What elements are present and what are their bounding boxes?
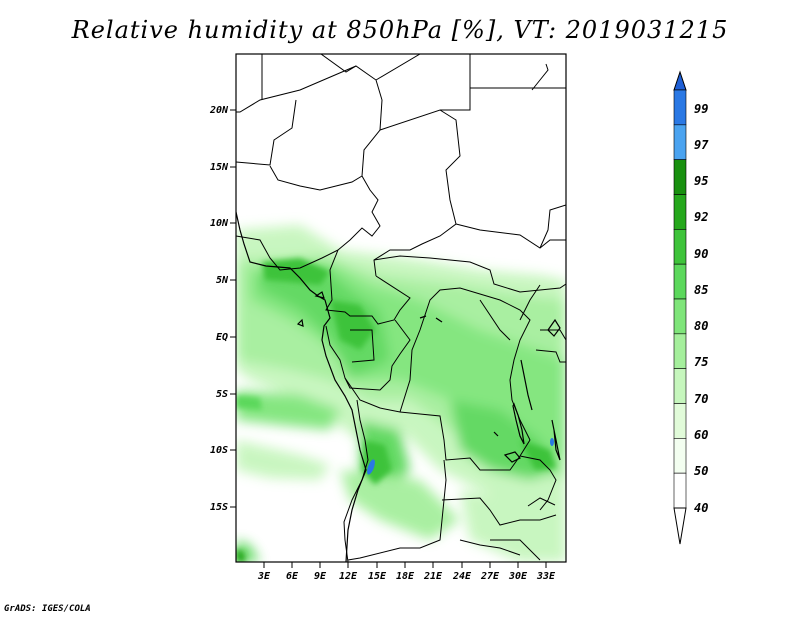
colorbar-top-arrow	[673, 70, 687, 91]
lon-ticks	[263, 562, 547, 568]
colorbar-labels: 99 97 95 92 90 85 80 75 70 60 50 40	[694, 102, 709, 515]
colorbar-bin	[673, 368, 687, 404]
lon-label: 15E	[368, 571, 387, 582]
colorbar-label: 90	[694, 247, 708, 261]
colorbar-bin	[673, 403, 687, 439]
colorbar: 99 97 95 92 90 85 80 75 70 60 50 40	[673, 70, 709, 545]
colorbar-label: 80	[694, 319, 708, 333]
lon-label: 12E	[339, 571, 358, 582]
lon-label: 21E	[423, 571, 443, 582]
footer-credit: GrADS: IGES/COLA	[4, 604, 91, 614]
lat-label: EQ	[216, 332, 228, 343]
colorbar-label: 60	[694, 428, 708, 442]
lon-label: 18E	[396, 571, 415, 582]
colorbar-bottom-arrow	[673, 507, 687, 545]
lat-label: 15S	[210, 502, 228, 513]
lon-label: 27E	[480, 571, 500, 582]
lat-label: 5S	[216, 389, 228, 400]
lon-label: 9E	[314, 571, 327, 582]
colorbar-bin	[673, 229, 687, 265]
map-frame	[235, 53, 567, 563]
colorbar-bin	[673, 472, 687, 509]
lon-label: 30E	[508, 571, 528, 582]
lat-label: 10N	[210, 218, 229, 229]
lat-ticks	[230, 109, 236, 508]
colorbar-bins	[673, 89, 687, 509]
colorbar-bin	[673, 298, 687, 335]
colorbar-label: 97	[694, 138, 709, 152]
lon-label: 33E	[536, 571, 556, 582]
colorbar-label: 75	[694, 355, 708, 369]
colorbar-label: 85	[694, 283, 708, 297]
map-title: Relative humidity at 850hPa [%], VT: 201…	[71, 16, 729, 44]
colorbar-bin	[673, 263, 687, 300]
colorbar-bin	[673, 124, 687, 160]
colorbar-bin	[673, 333, 687, 369]
colorbar-label: 70	[694, 392, 708, 406]
colorbar-label: 95	[694, 174, 708, 188]
lon-labels: 3E 6E 9E 12E 15E 18E 21E 24E 27E 30E 33E	[257, 571, 556, 582]
colorbar-bin	[673, 194, 687, 230]
coastlines	[236, 211, 561, 562]
colorbar-label: 50	[694, 464, 708, 478]
colorbar-bin	[673, 89, 687, 126]
lat-label: 20N	[209, 105, 229, 116]
lon-label: 6E	[286, 571, 299, 582]
colorbar-bin	[673, 159, 687, 195]
lat-labels: 20N 15N 10N 5N EQ 5S 10S 15S	[209, 105, 229, 513]
colorbar-bin	[673, 438, 687, 474]
lat-label: 10S	[210, 445, 228, 456]
colorbar-label: 99	[694, 102, 708, 116]
lat-label: 15N	[210, 162, 229, 173]
lat-label: 5N	[216, 275, 229, 286]
lon-label: 3E	[257, 571, 271, 582]
colorbar-label: 40	[694, 501, 708, 515]
colorbar-label: 92	[694, 210, 708, 224]
humidity-field	[236, 54, 566, 562]
lon-label: 24E	[452, 571, 472, 582]
